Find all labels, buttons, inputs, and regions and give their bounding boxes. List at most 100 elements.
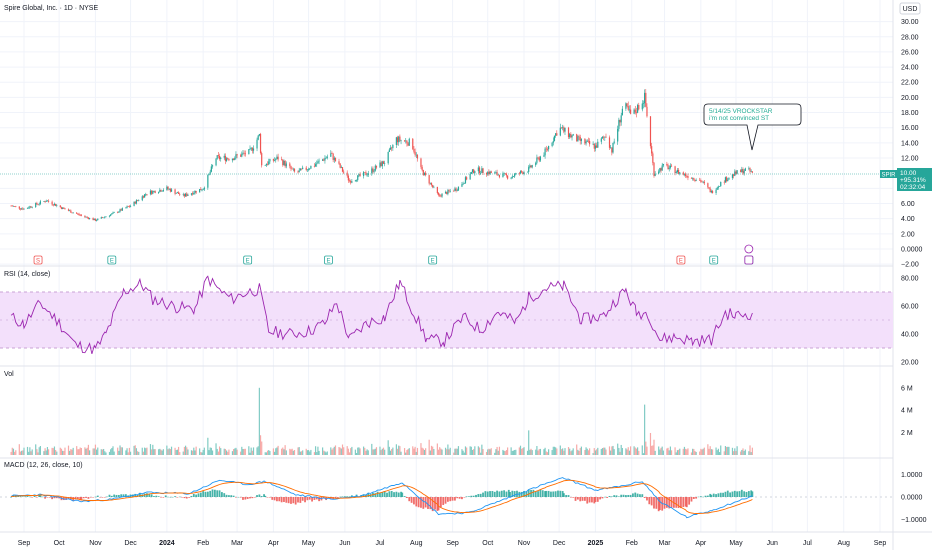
candle-body[interactable] (416, 154, 419, 159)
candle-body[interactable] (103, 217, 105, 219)
volume-bar[interactable] (428, 439, 430, 455)
volume-bar[interactable] (276, 447, 278, 455)
candle-body[interactable] (257, 135, 259, 140)
candle-body[interactable] (146, 194, 148, 195)
volume-bar[interactable] (283, 449, 285, 455)
volume-bar[interactable] (281, 448, 283, 455)
candle-body[interactable] (432, 184, 434, 188)
candle-body[interactable] (28, 207, 30, 209)
candle-body[interactable] (601, 136, 604, 139)
volume-bar[interactable] (35, 444, 37, 455)
candle-body[interactable] (193, 192, 195, 195)
candle-body[interactable] (552, 140, 554, 143)
candle-body[interactable] (85, 216, 87, 218)
volume-bar[interactable] (489, 449, 491, 455)
volume-bar[interactable] (80, 447, 82, 455)
volume-bar[interactable] (112, 446, 114, 455)
volume-bar[interactable] (307, 450, 310, 455)
candle-body[interactable] (351, 181, 353, 183)
volume-bar[interactable] (231, 451, 234, 455)
volume-bar[interactable] (38, 447, 40, 455)
candle-body[interactable] (266, 164, 269, 165)
candle-body[interactable] (559, 127, 561, 136)
volume-bar[interactable] (285, 450, 287, 455)
candle-body[interactable] (667, 165, 669, 170)
volume-bar[interactable] (571, 450, 573, 455)
volume-bar[interactable] (611, 446, 613, 455)
candle-body[interactable] (381, 161, 383, 167)
candle-body[interactable] (448, 190, 450, 192)
candle-body[interactable] (480, 173, 482, 174)
volume-bar[interactable] (56, 451, 58, 455)
volume-bar[interactable] (735, 450, 737, 455)
volume-bar[interactable] (162, 449, 164, 455)
candle-body[interactable] (151, 190, 153, 194)
volume-bar[interactable] (740, 451, 742, 455)
volume-bar[interactable] (645, 441, 647, 455)
volume-bar[interactable] (30, 451, 32, 455)
volume-bar[interactable] (284, 445, 286, 455)
volume-bar[interactable] (586, 448, 588, 455)
volume-bar[interactable] (579, 448, 581, 455)
volume-bar[interactable] (88, 450, 91, 455)
price-axis[interactable]: 30.00 28.00 26.00 24.00 22.00 20.00 18.00 16.00… (901, 19, 923, 269)
volume-bar[interactable] (347, 448, 349, 455)
candle-body[interactable] (407, 143, 409, 146)
candle-body[interactable] (141, 196, 143, 201)
candle-body[interactable] (605, 136, 607, 138)
volume-bar[interactable] (225, 450, 228, 455)
candle-body[interactable] (249, 148, 251, 150)
volume-bar[interactable] (289, 448, 291, 455)
event-markers[interactable]: SEEEEEEE (33, 244, 754, 265)
candle-body[interactable] (482, 168, 484, 173)
volume-bar[interactable] (436, 443, 438, 455)
candle-body[interactable] (251, 147, 253, 151)
candle-body[interactable] (36, 203, 38, 205)
volume-bar[interactable] (192, 450, 194, 455)
candle-body[interactable] (268, 161, 270, 165)
candle-body[interactable] (119, 209, 121, 212)
candle-body[interactable] (522, 172, 524, 175)
candle-body[interactable] (699, 180, 701, 181)
volume-bar[interactable] (103, 448, 105, 455)
candle-body[interactable] (579, 136, 581, 141)
candle-body[interactable] (444, 191, 447, 194)
candle-body[interactable] (425, 172, 427, 176)
volume-bar[interactable] (160, 449, 162, 455)
event-marker[interactable] (676, 255, 686, 265)
candle-body[interactable] (523, 172, 525, 175)
volume-bar[interactable] (10, 451, 12, 455)
event-marker[interactable] (428, 255, 438, 265)
volume-bar[interactable] (744, 449, 746, 455)
volume-bar[interactable] (593, 448, 595, 455)
candle-body[interactable] (543, 155, 545, 157)
candle-body[interactable] (536, 157, 538, 163)
candle-body[interactable] (644, 92, 646, 104)
volume-bar[interactable] (449, 447, 451, 455)
volume-bar[interactable] (240, 451, 242, 455)
volume-bar[interactable] (339, 447, 341, 455)
volume-bar[interactable] (439, 447, 441, 455)
volume-bar[interactable] (528, 430, 530, 455)
volume-bar[interactable] (651, 445, 653, 455)
volume-bar[interactable] (161, 450, 163, 455)
candle-body[interactable] (677, 169, 680, 174)
volume-bar[interactable] (37, 452, 39, 455)
volume-bar[interactable] (446, 449, 448, 455)
candle-body[interactable] (692, 177, 694, 179)
volume-bar[interactable] (455, 448, 457, 455)
volume-bar[interactable] (425, 448, 427, 455)
volume-bar[interactable] (250, 447, 252, 455)
volume-bar[interactable] (273, 451, 276, 455)
candle-body[interactable] (298, 170, 300, 173)
volume-bar[interactable] (538, 449, 540, 455)
candle-body[interactable] (617, 128, 619, 142)
volume-bar[interactable] (305, 448, 307, 455)
candle-body[interactable] (187, 194, 189, 196)
candle-body[interactable] (338, 161, 340, 164)
candle-body[interactable] (507, 175, 509, 179)
price-axis-label[interactable]: 12.00 (901, 156, 919, 163)
time-axis-label[interactable]: Apr (695, 540, 707, 547)
candle-body[interactable] (679, 172, 681, 174)
candle-body[interactable] (428, 175, 430, 184)
